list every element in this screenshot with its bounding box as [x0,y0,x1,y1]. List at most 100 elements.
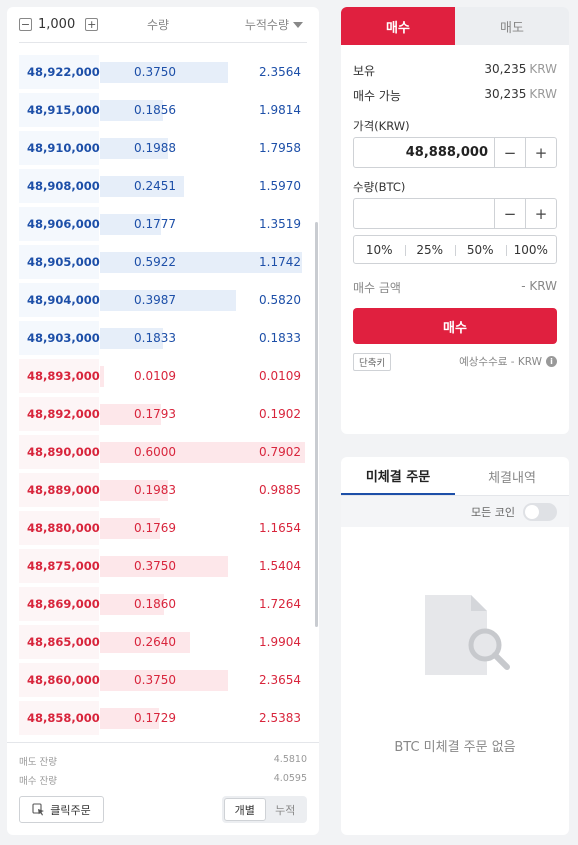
sell-remaining-value: 4.5810 [273,754,307,765]
ask-qty: 0.5922 [134,255,176,269]
ask-price[interactable]: 48,922,000 [19,55,100,89]
ask-cumulative: 1.1742 [259,255,301,269]
bid-price[interactable]: 48,890,000 [19,435,100,469]
tab-trade-history[interactable]: 체결내역 [488,470,536,486]
ask-qty-bar [100,290,236,311]
available-label: 매수 가능 [353,89,401,103]
all-coins-filter: 모든 코인 [341,496,569,527]
percent-25-button[interactable]: 25% [404,243,456,257]
ask-cumulative: 1.5970 [259,179,301,193]
bid-price[interactable]: 48,892,000 [19,397,100,431]
bid-row[interactable]: 48,893,000 0.0109 0.0109 [19,357,305,395]
bid-price[interactable]: 48,869,000 [19,587,100,621]
click-order-button[interactable]: 클릭주문 [19,796,104,823]
all-coins-toggle[interactable] [523,502,557,521]
buy-submit-button[interactable]: 매수 [353,308,557,344]
tab-open-orders[interactable]: 미체결 주문 [341,457,455,495]
bid-row[interactable]: 48,858,000 0.1729 2.5383 [19,699,305,737]
ask-price[interactable]: 48,903,000 [19,321,100,355]
holding-label: 보유 [353,64,376,78]
bid-row[interactable]: 48,865,000 0.2640 1.9904 [19,623,305,661]
bid-price[interactable]: 48,860,000 [19,663,100,697]
bid-qty: 0.6000 [134,445,176,459]
ask-row[interactable]: 48,905,000 0.5922 1.1742 [19,243,305,281]
open-orders-panel: 미체결 주문 체결내역 모든 코인 BTC 미체결 주문 없음 [341,457,569,835]
bid-row[interactable]: 48,892,000 0.1793 0.1902 [19,395,305,433]
toggle-individual[interactable]: 개별 [224,798,266,821]
order-form-tabs: 매수 매도 [341,7,569,45]
bid-qty: 0.1729 [134,711,176,725]
price-input[interactable]: 48,888,000 [405,145,488,160]
bid-qty: 0.3750 [134,673,176,687]
bid-row[interactable]: 48,880,000 0.1769 1.1654 [19,509,305,547]
empty-message: BTC 미체결 주문 없음 [394,740,516,755]
bid-price[interactable]: 48,889,000 [19,473,100,507]
shortcut-button[interactable]: 단축키 [353,353,392,371]
ask-price[interactable]: 48,910,000 [19,131,100,165]
info-icon[interactable]: i [546,356,557,367]
bid-price[interactable]: 48,875,000 [19,549,100,583]
available-row: 매수 가능 30,235 KRW [353,87,557,104]
tab-buy[interactable]: 매수 [341,7,455,45]
ask-row[interactable]: 48,906,000 0.1777 1.3519 [19,205,305,243]
ask-row[interactable]: 48,910,000 0.1988 1.7958 [19,129,305,167]
ask-row[interactable]: 48,908,000 0.2451 1.5970 [19,167,305,205]
toggle-cumulative[interactable]: 누적 [275,803,296,817]
bid-row[interactable]: 48,875,000 0.3750 1.5404 [19,547,305,585]
order-form-panel: 매수 매도 보유 30,235 KRW 매수 가능 30,235 KRW 가격(KR… [341,7,569,434]
price-decrement-button[interactable]: − [494,138,525,167]
bid-row[interactable]: 48,869,000 0.1860 1.7264 [19,585,305,623]
cumulative-column-header[interactable]: 누적수량 [245,16,303,33]
ask-qty: 0.1988 [134,141,176,155]
ask-row[interactable]: 48,922,000 0.3750 2.3564 [19,53,305,91]
ask-qty: 0.3750 [134,65,176,79]
ask-qty: 0.2451 [134,179,176,193]
holding-amount: 30,235 KRW [484,62,557,79]
bid-row[interactable]: 48,890,000 0.6000 0.7902 [19,433,305,471]
expected-fee: 예상수수료 - KRW i [459,354,557,369]
minus-icon: − [503,204,517,223]
tab-sell[interactable]: 매도 [455,7,569,45]
ask-price[interactable]: 48,915,000 [19,93,100,127]
bid-cumulative: 0.9885 [259,483,301,497]
buy-amount-value: - KRW [521,279,557,293]
qty-decrement-button[interactable]: − [494,199,525,228]
bid-row[interactable]: 48,889,000 0.1983 0.9885 [19,471,305,509]
bid-qty-bar [100,518,160,539]
triangle-down-icon [293,21,303,28]
unit-value: 1,000 [38,17,76,32]
ask-price[interactable]: 48,904,000 [19,283,100,317]
cursor-click-icon [32,803,45,816]
bid-price[interactable]: 48,880,000 [19,511,100,545]
ask-qty-bar [100,252,302,273]
percent-100-button[interactable]: 100% [505,243,557,257]
bid-price[interactable]: 48,893,000 [19,359,100,393]
ask-price[interactable]: 48,905,000 [19,245,100,279]
price-increment-button[interactable]: + [525,138,556,167]
bid-cumulative: 0.1902 [259,407,301,421]
ask-qty: 0.3987 [134,293,176,307]
minus-icon[interactable]: − [19,18,32,31]
plus-icon: + [534,143,548,162]
buy-remaining-value: 4.0595 [273,773,307,784]
ask-price[interactable]: 48,906,000 [19,207,100,241]
bid-cumulative: 1.5404 [259,559,301,573]
bid-cumulative: 0.7902 [259,445,301,459]
bid-price[interactable]: 48,858,000 [19,701,100,735]
orderbook-scrollbar[interactable] [315,222,318,627]
bid-qty: 0.1983 [134,483,176,497]
ask-row[interactable]: 48,904,000 0.3987 0.5820 [19,281,305,319]
ask-qty-bar [100,62,228,83]
ask-qty: 0.1777 [134,217,176,231]
ask-row[interactable]: 48,915,000 0.1856 1.9814 [19,91,305,129]
ask-row[interactable]: 48,903,000 0.1833 0.1833 [19,319,305,357]
bid-row[interactable]: 48,860,000 0.3750 2.3654 [19,661,305,699]
price-label: 가격(KRW) [353,119,410,133]
percent-50-button[interactable]: 50% [455,243,506,257]
ask-price[interactable]: 48,908,000 [19,169,100,203]
plus-icon[interactable]: + [85,18,99,31]
percent-10-button[interactable]: 10% [365,242,393,257]
bid-price[interactable]: 48,865,000 [19,625,100,659]
qty-increment-button[interactable]: + [525,199,556,228]
qty-input[interactable] [354,199,494,228]
